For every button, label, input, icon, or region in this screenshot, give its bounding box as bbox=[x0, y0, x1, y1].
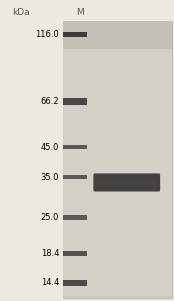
Text: 66.2: 66.2 bbox=[41, 97, 59, 106]
Text: 116.0: 116.0 bbox=[35, 30, 59, 39]
Bar bbox=[63, 21, 172, 49]
Text: 14.4: 14.4 bbox=[41, 278, 59, 287]
Text: kDa: kDa bbox=[12, 8, 30, 17]
Bar bbox=[63, 175, 87, 179]
Bar bbox=[63, 32, 87, 37]
Text: 18.4: 18.4 bbox=[41, 249, 59, 258]
Bar bbox=[63, 21, 172, 298]
Bar bbox=[63, 280, 87, 286]
FancyBboxPatch shape bbox=[93, 173, 160, 191]
Bar bbox=[63, 98, 87, 105]
Bar bbox=[63, 251, 87, 256]
Text: 25.0: 25.0 bbox=[41, 213, 59, 222]
FancyBboxPatch shape bbox=[96, 179, 156, 186]
Bar bbox=[63, 47, 172, 296]
Text: M: M bbox=[76, 8, 84, 17]
Bar bbox=[63, 145, 87, 149]
Text: 45.0: 45.0 bbox=[41, 143, 59, 152]
Text: 35.0: 35.0 bbox=[41, 173, 59, 182]
Bar bbox=[63, 215, 87, 220]
